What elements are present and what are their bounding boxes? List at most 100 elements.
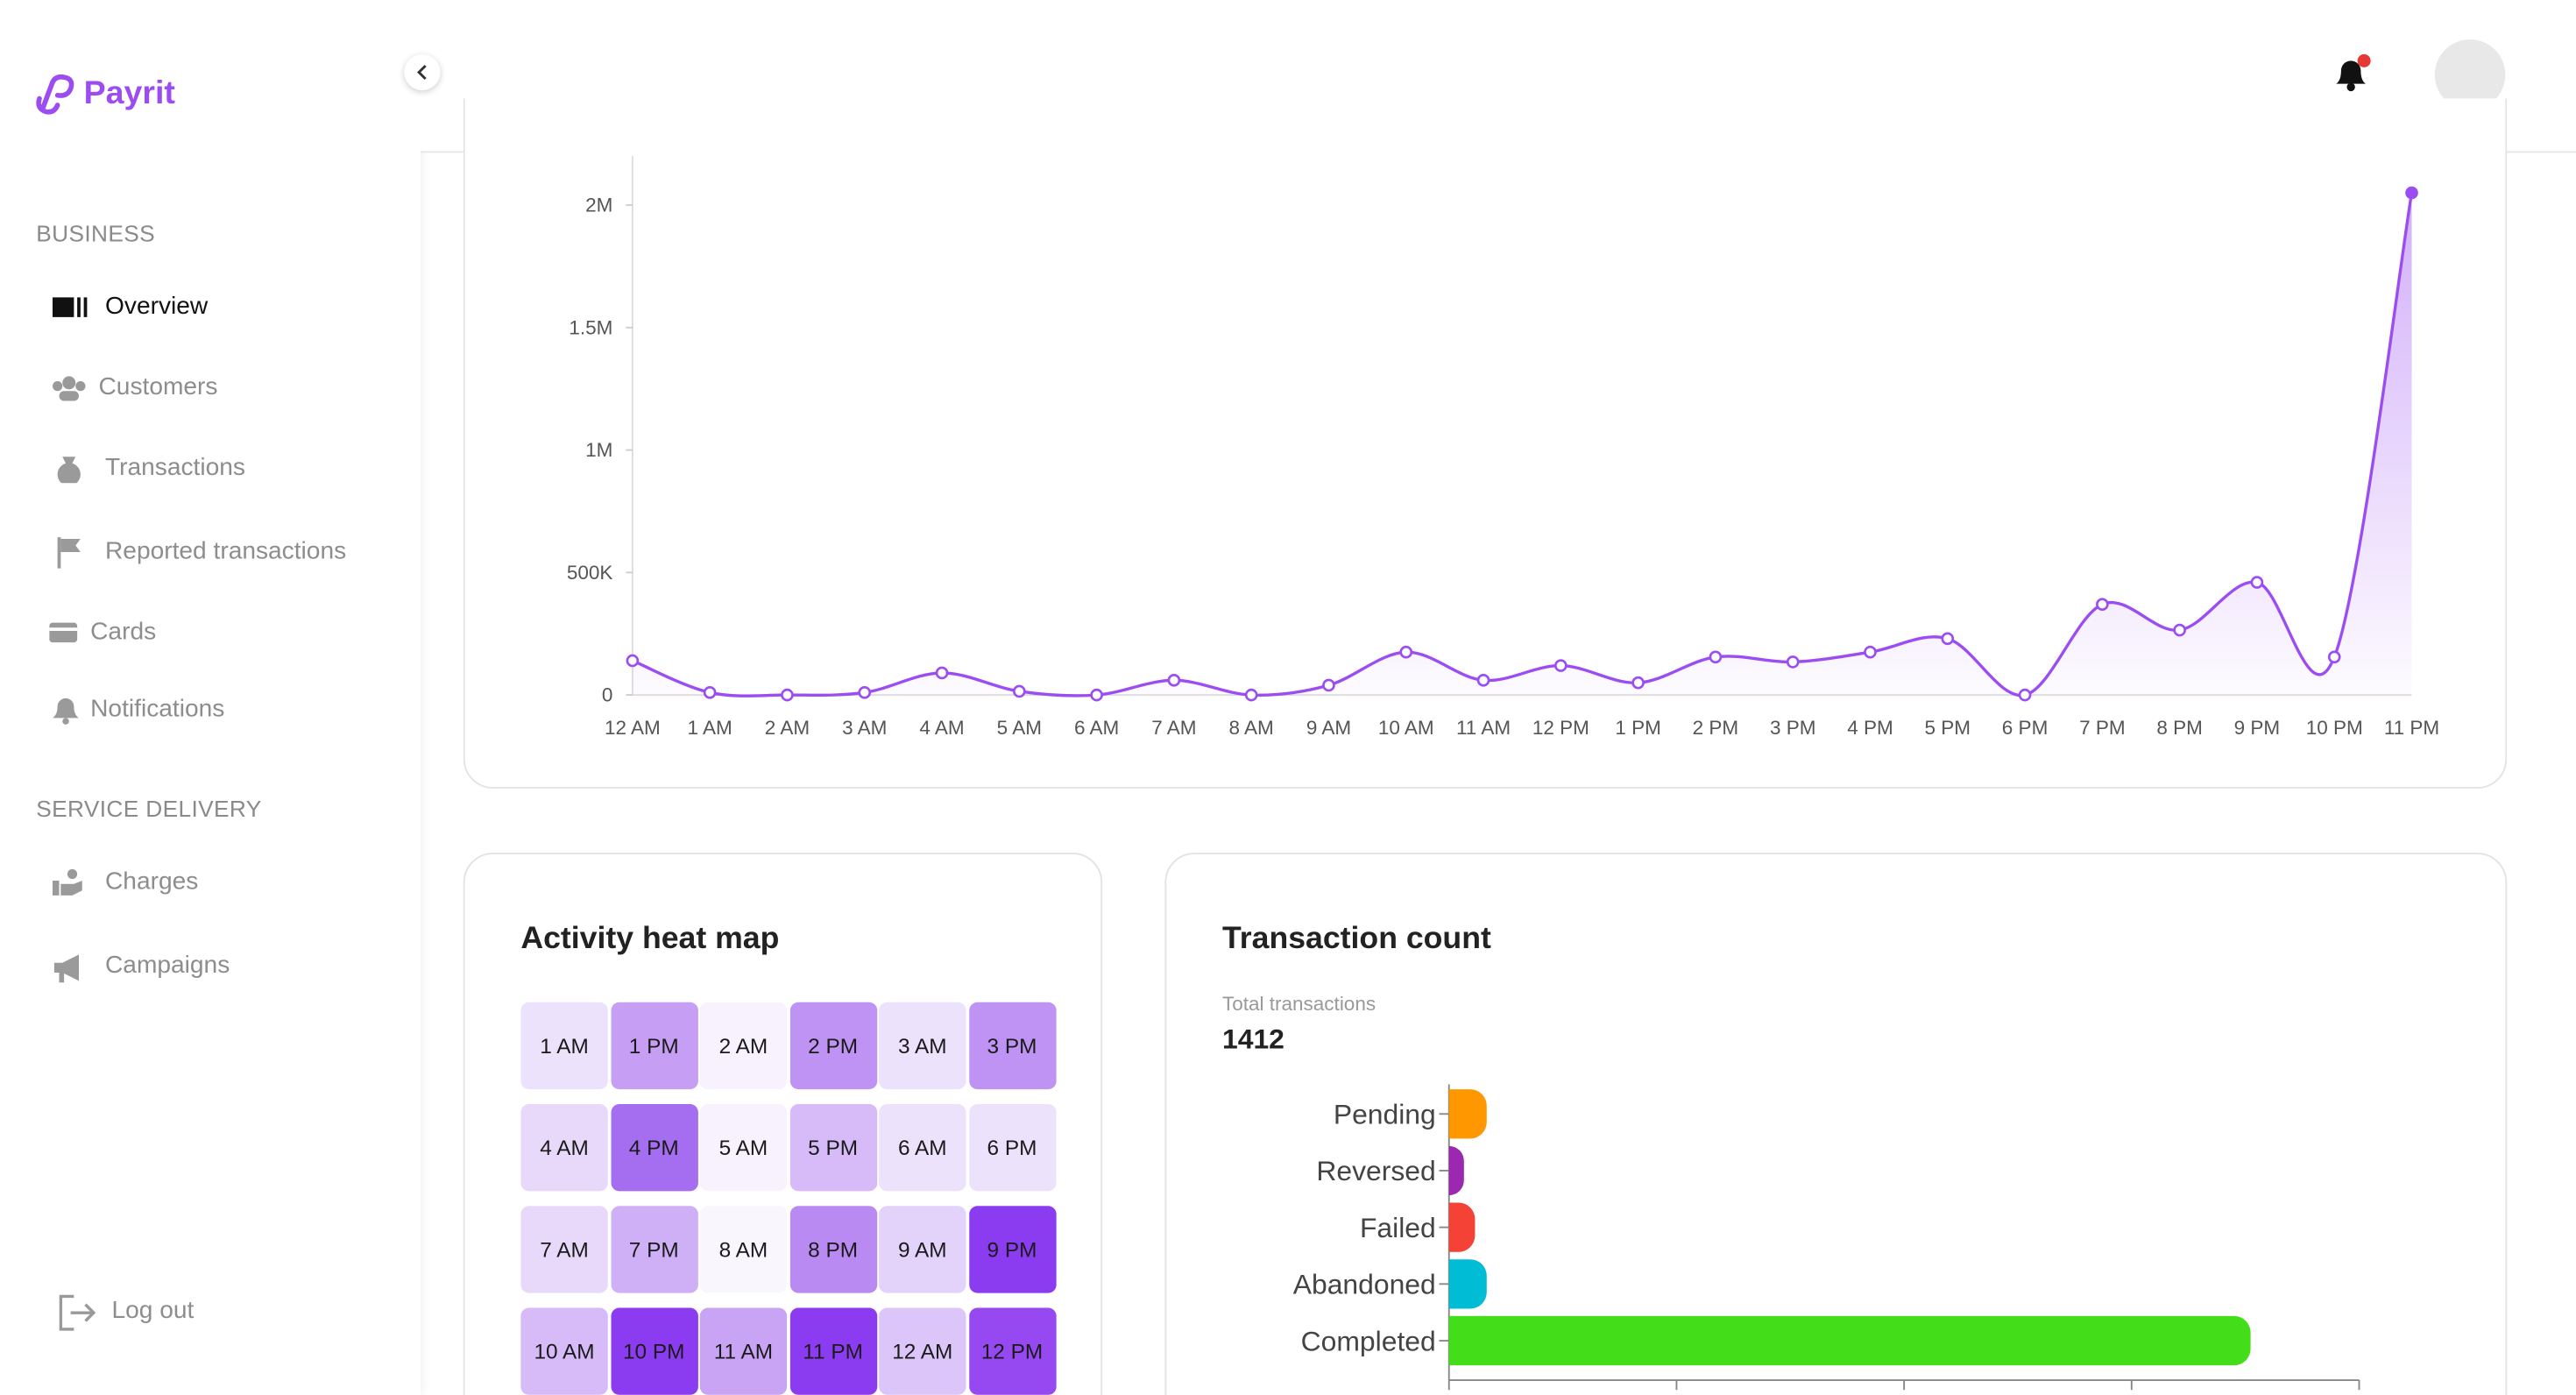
point [2173,623,2186,637]
point [1322,678,1335,692]
nav-icon [49,293,88,322]
x-tick-label: 0 [1441,1391,1456,1395]
x-tick-label: 8 AM [1229,717,1274,739]
point [626,654,640,668]
heatmap-cell: 11 AM [699,1307,788,1395]
heatmap-cell: 10 PM [610,1307,697,1395]
y-tick-label: Reversed [1316,1155,1435,1186]
point [1244,688,1258,702]
bar [1448,1259,1487,1309]
card-title: Transaction count [1222,921,1491,957]
transaction-card: Transaction count Total transactions 141… [1164,853,2508,1395]
x-tick-label: 7 AM [1151,717,1196,739]
heatmap-cell: 1 PM [610,1002,697,1090]
notification-bell[interactable] [2330,53,2373,96]
nav-item[interactable]: Charges [105,867,199,896]
nav-icon [49,454,85,486]
x-tick-label: 11 AM [1456,717,1511,739]
heatmap-cell: 12 PM [968,1307,1056,1395]
bar [1448,1089,1487,1139]
point [1167,674,1181,687]
x-tick-label: 5 AM [997,717,1042,739]
x-tick-label: 6 AM [1074,717,1119,739]
heatmap-cell: 3 AM [879,1002,966,1090]
nav-item[interactable]: Customers [98,372,218,401]
nav-item[interactable]: Reported transactions [105,537,347,565]
heatmap-cell: 9 AM [879,1206,966,1293]
total-label: Total transactions [1222,992,1376,1016]
heatmap-cell: 7 PM [610,1206,697,1293]
nav-icon [49,373,86,403]
x-tick-label: 4 PM [1847,717,1893,739]
point [1709,650,1723,664]
nav-item[interactable]: Campaigns [105,951,230,980]
x-tick-label: 700 [1882,1391,1926,1395]
x-tick-label: 6 PM [2002,717,2049,739]
y-tick-label: 0 [602,684,613,706]
point [2096,598,2109,612]
bar [1448,1315,2251,1366]
x-tick-label: 10 AM [1378,717,1434,739]
y-tick-label: Abandoned [1293,1269,1436,1300]
x-tick-label: 1 AM [688,717,732,739]
x-tick-label: 2 PM [1693,717,1739,739]
nav-icon [49,535,85,569]
section-title: BUSINESS [36,220,156,247]
point [1013,684,1026,698]
nav-item[interactable]: Transactions [105,453,245,482]
point [1786,655,1800,669]
x-tick-label: 4 AM [919,717,964,739]
y-tick-label: 1.5M [569,316,612,338]
heatmap-cell: 1 AM [520,1002,608,1090]
heatmap-cell: 12 AM [879,1307,966,1395]
heatmap-cell: 11 PM [789,1307,877,1395]
y-tick-label: Completed [1301,1325,1436,1356]
x-tick-label: 1050 [2102,1391,2161,1395]
heatmap-cell: 5 AM [699,1104,788,1192]
line [632,192,2414,698]
bar [1448,1202,1476,1252]
point [858,686,872,699]
section-title: SERVICE DELIVERY [36,795,262,822]
x-tick-label: 7 PM [2079,717,2126,739]
x-tick-label: 8 PM [2156,717,2203,739]
x-tick-label: 10 PM [2306,717,2363,739]
x-tick-label: 9 AM [1306,717,1351,739]
x-tick-label: 9 PM [2234,717,2281,739]
heatmap-cell: 2 AM [699,1002,788,1090]
y-tick-label: Failed [1360,1212,1436,1243]
x-tick-label: 12 AM [605,717,661,739]
heatmap-cell: 9 PM [968,1206,1056,1293]
heatmap-cell: 4 PM [610,1104,697,1192]
heatmap-cell: 6 AM [879,1104,966,1192]
avatar[interactable] [2434,39,2506,110]
nav-icon [49,695,85,725]
logout-icon [58,1293,96,1331]
nav-item[interactable]: Cards [90,618,157,646]
point [781,688,794,702]
point [703,686,717,699]
y-tick-label: Pending [1334,1099,1436,1130]
collapse-button[interactable] [404,53,441,91]
heatmap-cell: 8 AM [699,1206,788,1293]
nav-icon [49,618,85,648]
x-tick-label: 2 AM [765,717,810,739]
point [1399,645,1413,659]
heatmap-cell: 5 PM [789,1104,877,1192]
nav-icon [49,952,85,983]
nav-item[interactable]: Notifications [90,695,225,723]
point [1476,674,1490,687]
point [2018,688,2032,702]
nav-item[interactable]: Overview [105,292,209,321]
x-tick-label: 3 AM [842,717,887,739]
logout[interactable]: Log out [111,1296,195,1325]
x-tick-label: 3 PM [1770,717,1816,739]
total-value: 1412 [1222,1023,1284,1055]
point [1554,659,1568,672]
point [1941,632,1955,646]
point [1864,645,1877,659]
bar [1448,1145,1464,1196]
heatmap-cell: 7 AM [520,1206,608,1293]
